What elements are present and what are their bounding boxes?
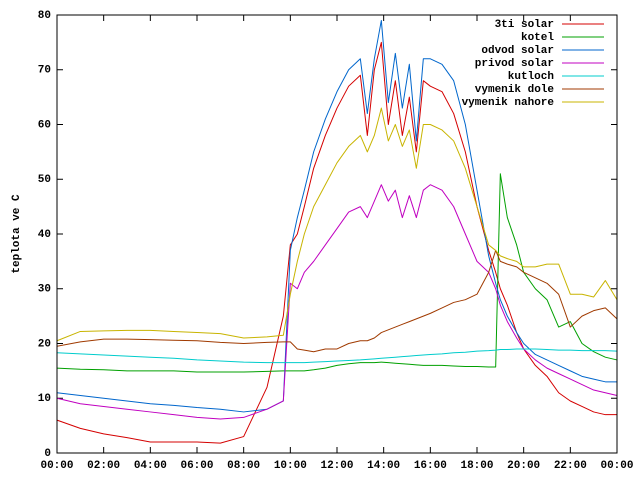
x-tick-label: 04:00 <box>134 460 167 472</box>
x-tick-label: 00:00 <box>40 460 73 472</box>
x-tick-label: 22:00 <box>554 460 587 472</box>
x-tick-label: 06:00 <box>180 460 213 472</box>
legend-label: vymenik dole <box>475 84 555 96</box>
series-line <box>56 348 618 364</box>
legend-label: kotel <box>521 32 554 44</box>
x-tick-label: 16:00 <box>414 460 447 472</box>
y-tick-label: 0 <box>44 448 51 460</box>
plot-frame <box>56 14 618 454</box>
series-line <box>56 41 617 444</box>
legend-label: odvod solar <box>481 45 554 57</box>
y-tick-label: 30 <box>38 284 51 296</box>
series-line <box>56 249 618 353</box>
x-tick-label: 12:00 <box>320 460 353 472</box>
y-tick-label: 70 <box>38 65 51 77</box>
y-axis-label: teplota ve C <box>11 194 23 274</box>
series-line <box>56 184 618 420</box>
y-tick-label: 60 <box>38 119 51 131</box>
legend-label: privod solar <box>475 58 554 70</box>
series-line <box>56 19 617 413</box>
x-tick-label: 00:00 <box>600 460 633 472</box>
y-tick-label: 80 <box>38 10 51 22</box>
x-tick-label: 18:00 <box>460 460 493 472</box>
y-tick-label: 10 <box>38 393 51 405</box>
legend-label: 3ti solar <box>495 19 554 31</box>
series-line <box>56 107 618 342</box>
y-tick-label: 20 <box>38 338 51 350</box>
x-tick-label: 08:00 <box>227 460 260 472</box>
y-tick-label: 40 <box>38 229 51 241</box>
y-tick-label: 50 <box>38 174 51 186</box>
x-tick-label: 02:00 <box>87 460 120 472</box>
series-line <box>56 173 618 373</box>
legend-label: kutloch <box>508 71 554 83</box>
legend-label: vymenik nahore <box>462 97 555 109</box>
x-tick-label: 10:00 <box>274 460 307 472</box>
x-tick-label: 14:00 <box>367 460 400 472</box>
x-tick-label: 20:00 <box>507 460 540 472</box>
